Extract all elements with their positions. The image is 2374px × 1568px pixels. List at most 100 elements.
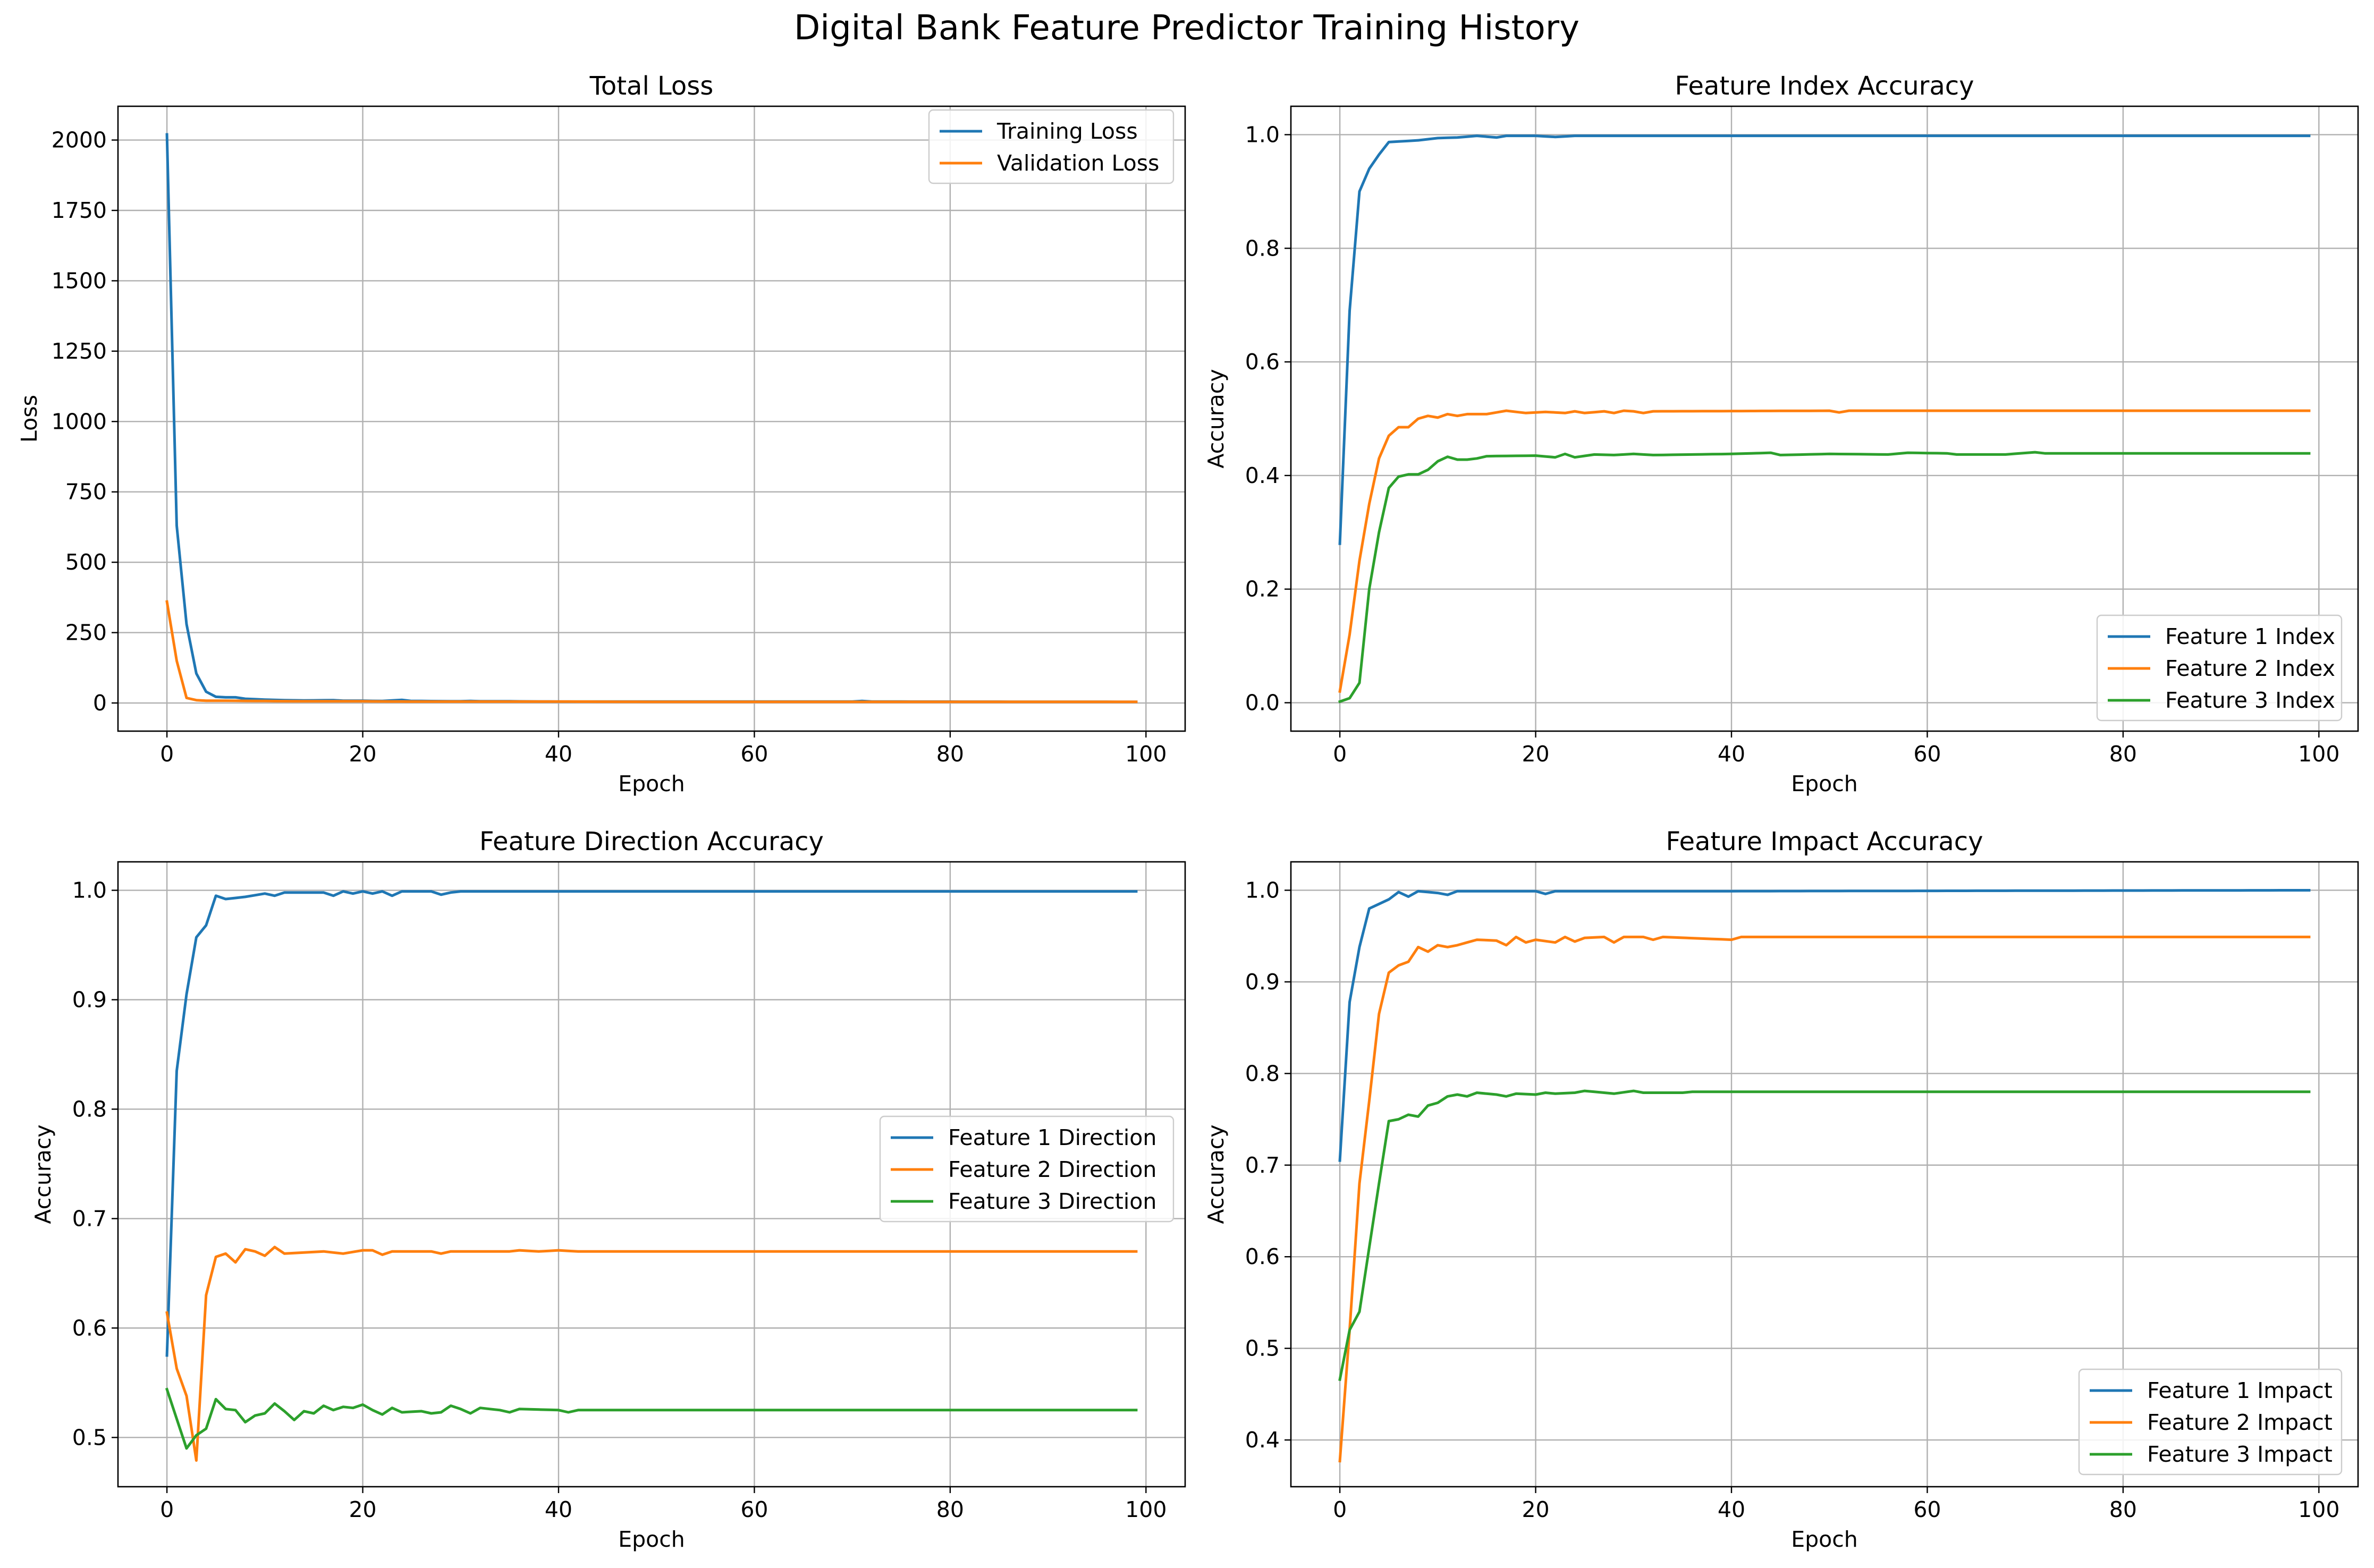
y-tick-label: 250 <box>65 620 107 646</box>
x-axis-label: Epoch <box>618 771 685 796</box>
x-tick-label: 0 <box>160 1497 174 1522</box>
y-tick-label: 1000 <box>52 409 107 434</box>
y-tick-label: 0 <box>93 690 107 716</box>
y-tick-label: 1500 <box>52 268 107 293</box>
y-tick-label: 0.5 <box>72 1425 107 1450</box>
y-axis-label: Accuracy <box>1203 369 1229 468</box>
subplot-index: 0 20 40 60 80 100 0.0 0.2 0.4 0.6 0.8 1.0 Feature In… <box>1203 71 2359 796</box>
y-tick-label: 0.6 <box>72 1315 107 1341</box>
x-tick-label: 80 <box>2109 1497 2137 1522</box>
legend-label: Feature 3 Impact <box>2147 1442 2333 1467</box>
y-tick-label: 0.8 <box>1245 235 1280 261</box>
legend-box <box>2078 1368 2343 1476</box>
y-tick-label: 2000 <box>52 128 107 153</box>
x-tick-label: 100 <box>1125 1497 1167 1522</box>
legend-label: Feature 1 Direction <box>948 1125 1156 1150</box>
x-tick-label: 40 <box>1718 1497 1745 1522</box>
x-tick-label: 20 <box>349 1497 376 1522</box>
y-tick-label: 0.7 <box>1245 1152 1280 1178</box>
x-tick-label: 40 <box>545 741 572 767</box>
x-tick-label: 60 <box>740 1497 768 1522</box>
y-tick-label: 0.9 <box>1245 969 1280 995</box>
x-tick-label: 60 <box>1913 1497 1941 1522</box>
y-tick-label: 500 <box>65 549 107 575</box>
subplot-direction: 0 20 40 60 80 100 0.5 0.6 0.7 0.8 0.9 1.0 Feature Di… <box>30 827 1186 1552</box>
subplot-title: Feature Direction Accuracy <box>479 827 824 857</box>
x-tick-label: 80 <box>936 741 964 767</box>
legend-box <box>879 1115 1175 1223</box>
series-line-3 <box>165 1387 1138 1450</box>
axes-frame <box>117 105 1186 732</box>
y-tick-label: 0.0 <box>1245 690 1280 716</box>
series-line-2 <box>1338 409 2311 693</box>
legend-label: Training Loss <box>996 118 1138 144</box>
y-tick-label: 1.0 <box>1245 122 1280 147</box>
legend-label: Feature 1 Impact <box>2147 1378 2333 1403</box>
legend-box <box>928 109 1175 184</box>
y-tick-label: 0.4 <box>1245 1427 1280 1453</box>
subplot-grid: 0 20 40 60 80 1000250500750100012501500175020… <box>16 71 2359 1552</box>
x-axis-label: Epoch <box>618 1527 685 1552</box>
y-tick-label: 0.6 <box>1245 349 1280 375</box>
subplot-title: Total Loss <box>589 71 714 101</box>
y-axis-label: Loss <box>16 395 42 443</box>
x-axis-label: Epoch <box>1791 1527 1858 1552</box>
legend-label: Feature 3 Index <box>2165 688 2335 713</box>
legend-label: Validation Loss <box>997 150 1159 176</box>
axes-frame <box>117 861 1186 1488</box>
y-tick-label: 0.8 <box>1245 1061 1280 1086</box>
y-tick-label: 0.7 <box>72 1206 107 1231</box>
y-tick-label: 1.0 <box>1245 877 1280 903</box>
x-tick-label: 60 <box>740 741 768 767</box>
y-tick-label: 1750 <box>52 198 107 223</box>
series-line-1 <box>1338 889 2311 1162</box>
x-tick-label: 0 <box>1333 741 1347 767</box>
series-line-3 <box>1338 1089 2311 1381</box>
y-tick-label: 0.4 <box>1245 463 1280 488</box>
x-tick-label: 100 <box>2298 741 2339 767</box>
series-line-1 <box>165 890 1138 1357</box>
x-tick-label: 40 <box>1718 741 1745 767</box>
x-tick-label: 60 <box>1913 741 1941 767</box>
x-tick-label: 80 <box>2109 741 2137 767</box>
series-line-3 <box>1338 451 2311 704</box>
y-tick-label: 0.9 <box>72 987 107 1013</box>
subplot-title: Feature Impact Accuracy <box>1666 827 1983 857</box>
y-tick-label: 1250 <box>52 338 107 364</box>
series-line-1 <box>1338 134 2311 545</box>
figure-title: Digital Bank Feature Predictor Training … <box>794 9 1579 48</box>
y-axis-label: Accuracy <box>30 1124 56 1224</box>
x-tick-label: 20 <box>349 741 376 767</box>
series-line-2 <box>1338 935 2311 1463</box>
legend-label: Feature 2 Direction <box>948 1157 1156 1182</box>
subplot-loss: 0 20 40 60 80 1000250500750100012501500175020… <box>16 71 1186 796</box>
x-axis-label: Epoch <box>1791 771 1858 796</box>
y-tick-label: 750 <box>65 479 107 505</box>
y-tick-label: 0.6 <box>1245 1244 1280 1269</box>
subplot-title: Feature Index Accuracy <box>1675 71 1974 101</box>
x-tick-label: 100 <box>1125 741 1167 767</box>
axes-frame <box>1290 105 2359 732</box>
legend-label: Feature 1 Index <box>2165 624 2335 649</box>
subplot-impact: 0 20 40 60 80 100 0.4 0.5 0.6 0.7 0.8 0.9 1.0 Feature… <box>1203 827 2359 1552</box>
x-tick-label: 20 <box>1522 741 1549 767</box>
axes-frame <box>1290 861 2359 1488</box>
legend-label: Feature 2 Index <box>2165 656 2335 681</box>
y-tick-label: 0.2 <box>1245 577 1280 602</box>
x-tick-label: 100 <box>2298 1497 2339 1522</box>
x-tick-label: 0 <box>1333 1497 1347 1522</box>
legend-box <box>2096 614 2343 722</box>
x-tick-label: 20 <box>1522 1497 1549 1522</box>
x-tick-label: 0 <box>160 741 174 767</box>
series-line-2 <box>165 1245 1138 1462</box>
series-line-2 <box>165 600 1138 704</box>
y-tick-label: 1.0 <box>72 878 107 903</box>
legend-label: Feature 3 Direction <box>948 1189 1156 1214</box>
y-tick-label: 0.5 <box>1245 1336 1280 1361</box>
y-tick-label: 0.8 <box>72 1096 107 1122</box>
x-tick-label: 80 <box>936 1497 964 1522</box>
y-axis-label: Accuracy <box>1203 1124 1229 1224</box>
legend-label: Feature 2 Impact <box>2147 1410 2333 1435</box>
